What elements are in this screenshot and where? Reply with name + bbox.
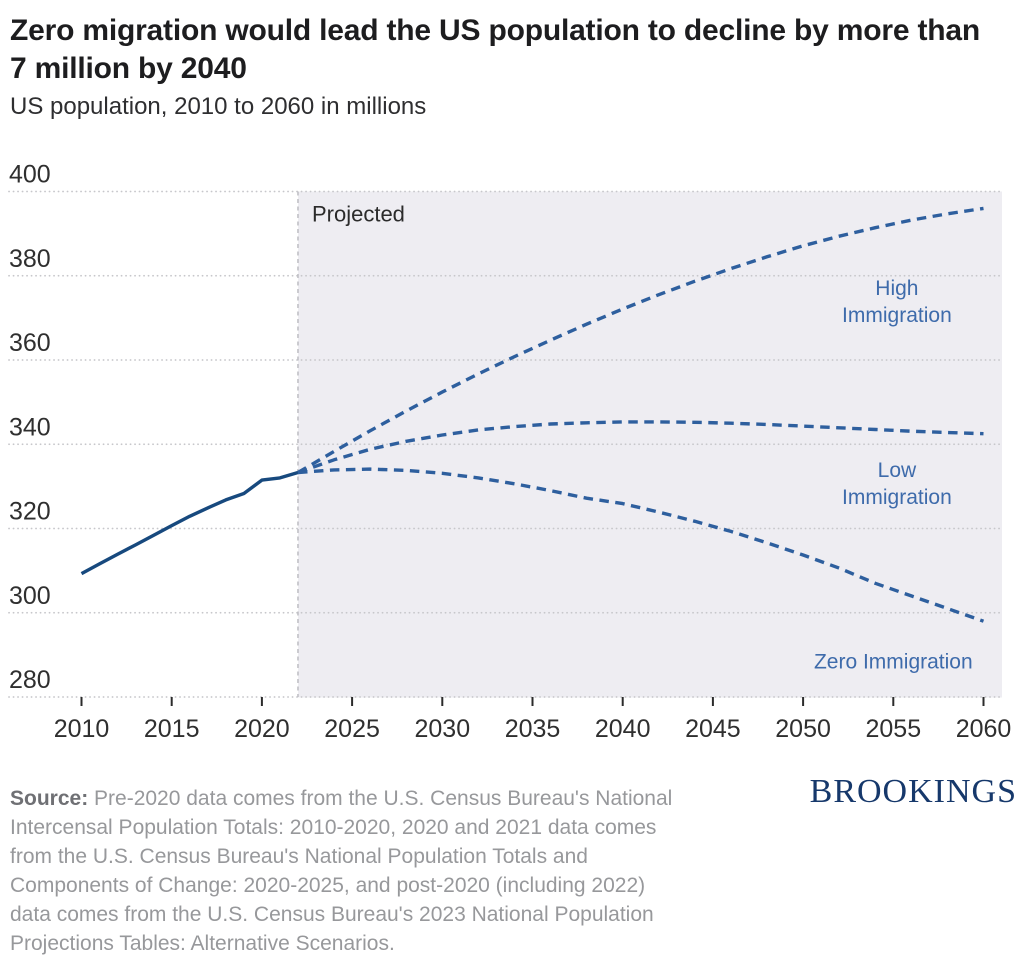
- x-axis-label: 2040: [595, 715, 651, 743]
- source-line: Components of Change: 2020-2025, and pos…: [10, 874, 646, 897]
- series-label-zero-immigration: Zero Immigration: [814, 651, 973, 674]
- y-axis-label: 360: [9, 329, 51, 357]
- x-axis-label: 2050: [775, 715, 831, 743]
- chart-title: Zero migration would lead the US populat…: [10, 12, 980, 88]
- x-axis-label: 2020: [234, 715, 290, 743]
- source-text-line: Pre-2020 data comes from the U.S. Census…: [88, 787, 673, 810]
- source-line: Intercensal Population Totals: 2010-2020…: [10, 816, 657, 839]
- projected-label: Projected: [312, 202, 405, 227]
- series-zero-immigration-line: [297, 467, 985, 623]
- source-line: from the U.S. Census Bureau's National P…: [10, 845, 588, 868]
- x-axis-label: 2025: [324, 715, 380, 743]
- y-axis-label: 340: [9, 413, 51, 441]
- y-axis-label: 400: [9, 161, 51, 189]
- chart-subtitle: US population, 2010 to 2060 in millions: [10, 93, 427, 120]
- x-axis-label: 2060: [956, 715, 1012, 743]
- series-low-immigration-line: [297, 420, 984, 475]
- y-axis-label: 320: [9, 498, 51, 526]
- x-axis-label: 2015: [144, 715, 200, 743]
- x-axis-label: 2055: [865, 715, 921, 743]
- chart-title-line1: Zero migration would lead the US populat…: [10, 14, 980, 47]
- source-label: Source:: [10, 787, 89, 810]
- source-line: Source: Pre-2020 data comes from the U.S…: [10, 784, 672, 813]
- y-axis-label: 380: [9, 245, 51, 273]
- source-line: data comes from the U.S. Census Bureau's…: [10, 903, 654, 926]
- x-axis-label: 2035: [505, 715, 561, 743]
- series-label-low-immigration: Immigration: [842, 486, 952, 509]
- series-label-high-immigration: High: [875, 277, 918, 300]
- series-label-high-immigration: Immigration: [842, 304, 952, 327]
- series-high-immigration-line: [297, 206, 984, 474]
- series-historical-line: [80, 470, 299, 576]
- x-axis-label: 2010: [54, 715, 110, 743]
- source-line: Projections Tables: Alternative Scenario…: [10, 932, 395, 955]
- x-axis-label: 2045: [685, 715, 741, 743]
- y-axis-label: 280: [9, 666, 51, 694]
- brookings-logo: BROOKINGS: [809, 773, 1017, 810]
- chart-title-line2: 7 million by 2040: [10, 52, 247, 85]
- projected-region: [297, 191, 1003, 698]
- series-label-low-immigration: Low: [878, 459, 917, 482]
- x-axis-label: 2030: [414, 715, 470, 743]
- y-axis-label: 300: [9, 582, 51, 610]
- source-note: Source: Pre-2020 data comes from the U.S…: [10, 784, 672, 958]
